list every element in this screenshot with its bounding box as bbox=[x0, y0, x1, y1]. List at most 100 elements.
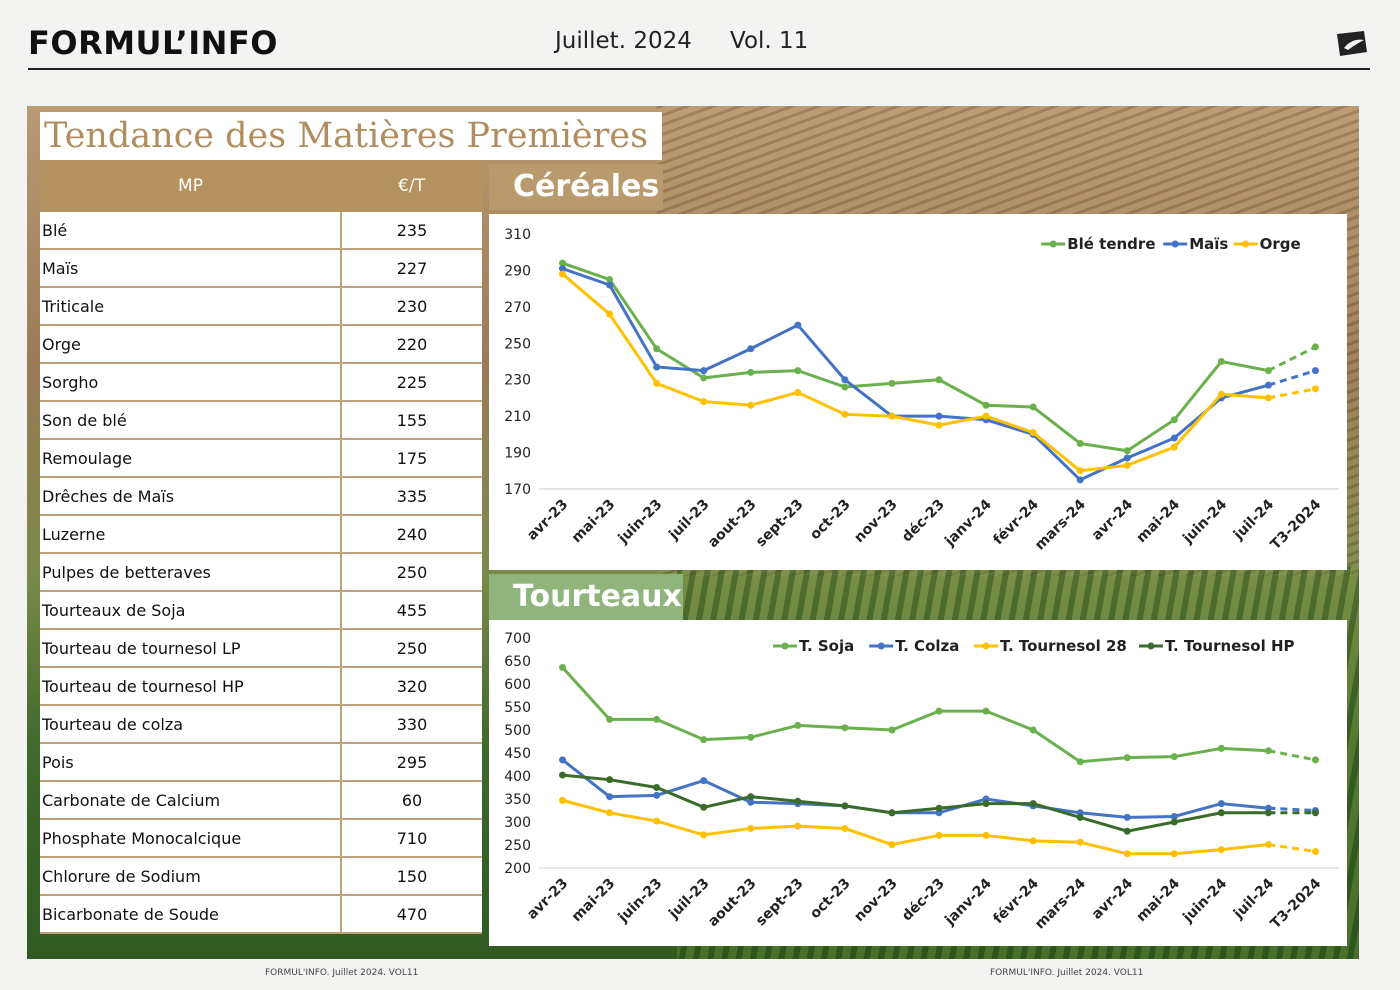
data-point bbox=[1264, 809, 1272, 817]
tourteaux-chart-svg: 200250300350400450500550600650700avr-23m… bbox=[504, 631, 1339, 932]
series-line bbox=[562, 261, 1269, 453]
x-tick-label: oct-23 bbox=[807, 497, 854, 544]
material-name: Bicarbonate de Soude bbox=[40, 895, 342, 934]
data-point bbox=[1264, 367, 1272, 375]
data-point bbox=[559, 259, 567, 267]
legend-label: T. Tournesol HP bbox=[1165, 637, 1295, 655]
legend-marker bbox=[1147, 642, 1155, 650]
data-point bbox=[1076, 439, 1084, 447]
issue-date: Juillet. 2024 bbox=[555, 28, 692, 54]
data-point bbox=[606, 776, 614, 784]
data-point bbox=[653, 791, 661, 799]
data-point bbox=[935, 707, 943, 715]
data-point bbox=[841, 824, 849, 832]
material-name: Luzerne bbox=[40, 515, 342, 554]
material-price: 225 bbox=[341, 363, 482, 402]
data-point bbox=[841, 410, 849, 418]
x-tick-label: mai-23 bbox=[569, 876, 619, 926]
material-name: Pois bbox=[40, 743, 342, 782]
x-tick-label: janv-24 bbox=[941, 496, 995, 550]
legend-label: T. Tournesol 28 bbox=[1000, 637, 1127, 655]
material-price: 230 bbox=[341, 287, 482, 326]
data-point bbox=[653, 345, 661, 353]
logo-icon bbox=[1337, 31, 1367, 56]
legend-label: Blé tendre bbox=[1067, 235, 1155, 253]
legend-marker bbox=[982, 642, 990, 650]
data-point bbox=[653, 363, 661, 371]
material-name: Tourteaux de Soja bbox=[40, 591, 342, 630]
material-price: 235 bbox=[341, 212, 482, 250]
data-point bbox=[888, 412, 896, 420]
material-name: Tourteau de colza bbox=[40, 705, 342, 744]
x-tick-label: sept-23 bbox=[753, 497, 807, 551]
data-point bbox=[1029, 403, 1037, 411]
data-point bbox=[1170, 850, 1178, 858]
data-point bbox=[559, 796, 567, 804]
table-row: Tourteau de tournesol LP 250 bbox=[40, 629, 482, 668]
table-row: Drêches de Maïs 335 bbox=[40, 477, 482, 516]
footer-left: FORMUL'INFO. Juillet 2024. VOL11 bbox=[265, 968, 419, 978]
table-row: Carbonate de Calcium 60 bbox=[40, 781, 482, 820]
series-line bbox=[561, 666, 1269, 764]
material-name: Maïs bbox=[40, 249, 342, 288]
data-point bbox=[794, 822, 802, 830]
data-point bbox=[1311, 847, 1319, 855]
main-panel: Tendance des Matières Premières MP €/T B… bbox=[27, 106, 1359, 959]
data-point bbox=[1217, 744, 1225, 752]
data-point bbox=[1170, 443, 1178, 451]
data-point bbox=[653, 379, 661, 387]
data-point bbox=[606, 715, 614, 723]
table-row: Maïs 227 bbox=[40, 249, 482, 288]
price-table-body: Blé 235 Maïs 227 Triticale 230 Orge 220 Sorgho 22… bbox=[40, 212, 482, 934]
data-point bbox=[700, 367, 708, 375]
material-name: Pulpes de betteraves bbox=[40, 553, 342, 592]
series-forecast-line bbox=[1267, 345, 1317, 372]
data-point bbox=[700, 398, 708, 406]
y-tick-label: 290 bbox=[504, 263, 531, 279]
material-name: Phosphate Monocalcique bbox=[40, 819, 342, 858]
cereales-chart-svg: 170190210230250270290310avr-23mai-23juin… bbox=[504, 227, 1339, 553]
material-name: Chlorure de Sodium bbox=[40, 857, 342, 896]
page-header: FORMUL’INFO Juillet. 2024 Vol. 11 bbox=[28, 18, 1370, 70]
legend-label: Orge bbox=[1260, 235, 1301, 253]
data-point bbox=[1217, 846, 1225, 854]
data-point bbox=[1123, 850, 1131, 858]
section-title-cereales: Céréales bbox=[489, 164, 663, 210]
data-point bbox=[1123, 461, 1131, 469]
table-row: Sorgho 225 bbox=[40, 363, 482, 402]
page-title-box: Tendance des Matières Premières bbox=[40, 112, 662, 160]
data-point bbox=[1029, 800, 1037, 808]
data-point bbox=[653, 715, 661, 723]
material-name: Son de blé bbox=[40, 401, 342, 440]
table-row: Pulpes de betteraves 250 bbox=[40, 553, 482, 592]
data-point bbox=[1264, 841, 1272, 849]
legend-marker bbox=[1171, 240, 1179, 248]
data-point bbox=[747, 793, 755, 801]
material-name: Triticale bbox=[40, 287, 342, 326]
data-point bbox=[700, 831, 708, 839]
footer-right: FORMUL'INFO. Juillet 2024. VOL11 bbox=[990, 968, 1144, 978]
data-point bbox=[794, 367, 802, 375]
x-tick-label: avr-24 bbox=[1089, 875, 1136, 922]
material-price: 470 bbox=[341, 895, 482, 934]
data-point bbox=[653, 784, 661, 791]
data-point bbox=[1311, 756, 1319, 764]
y-tick-label: 170 bbox=[504, 482, 531, 498]
data-point bbox=[982, 412, 990, 420]
y-tick-label: 350 bbox=[504, 792, 531, 808]
x-tick-label: mars-24 bbox=[1032, 875, 1089, 932]
column-header-price: €/T bbox=[341, 160, 482, 212]
data-point bbox=[982, 800, 990, 808]
table-row: Tourteaux de Soja 455 bbox=[40, 591, 482, 630]
table-header-row: MP €/T bbox=[40, 160, 482, 212]
legend-marker bbox=[1049, 240, 1057, 248]
data-point bbox=[1264, 381, 1272, 389]
data-point bbox=[1170, 416, 1178, 424]
x-tick-label: déc-23 bbox=[899, 497, 948, 546]
data-point bbox=[888, 809, 896, 817]
x-tick-label: mai-23 bbox=[569, 497, 619, 547]
series-forecast-line bbox=[1268, 387, 1316, 400]
material-name: Drêches de Maïs bbox=[40, 477, 342, 516]
issue-volume: Vol. 11 bbox=[730, 28, 809, 54]
y-tick-label: 450 bbox=[504, 746, 531, 762]
